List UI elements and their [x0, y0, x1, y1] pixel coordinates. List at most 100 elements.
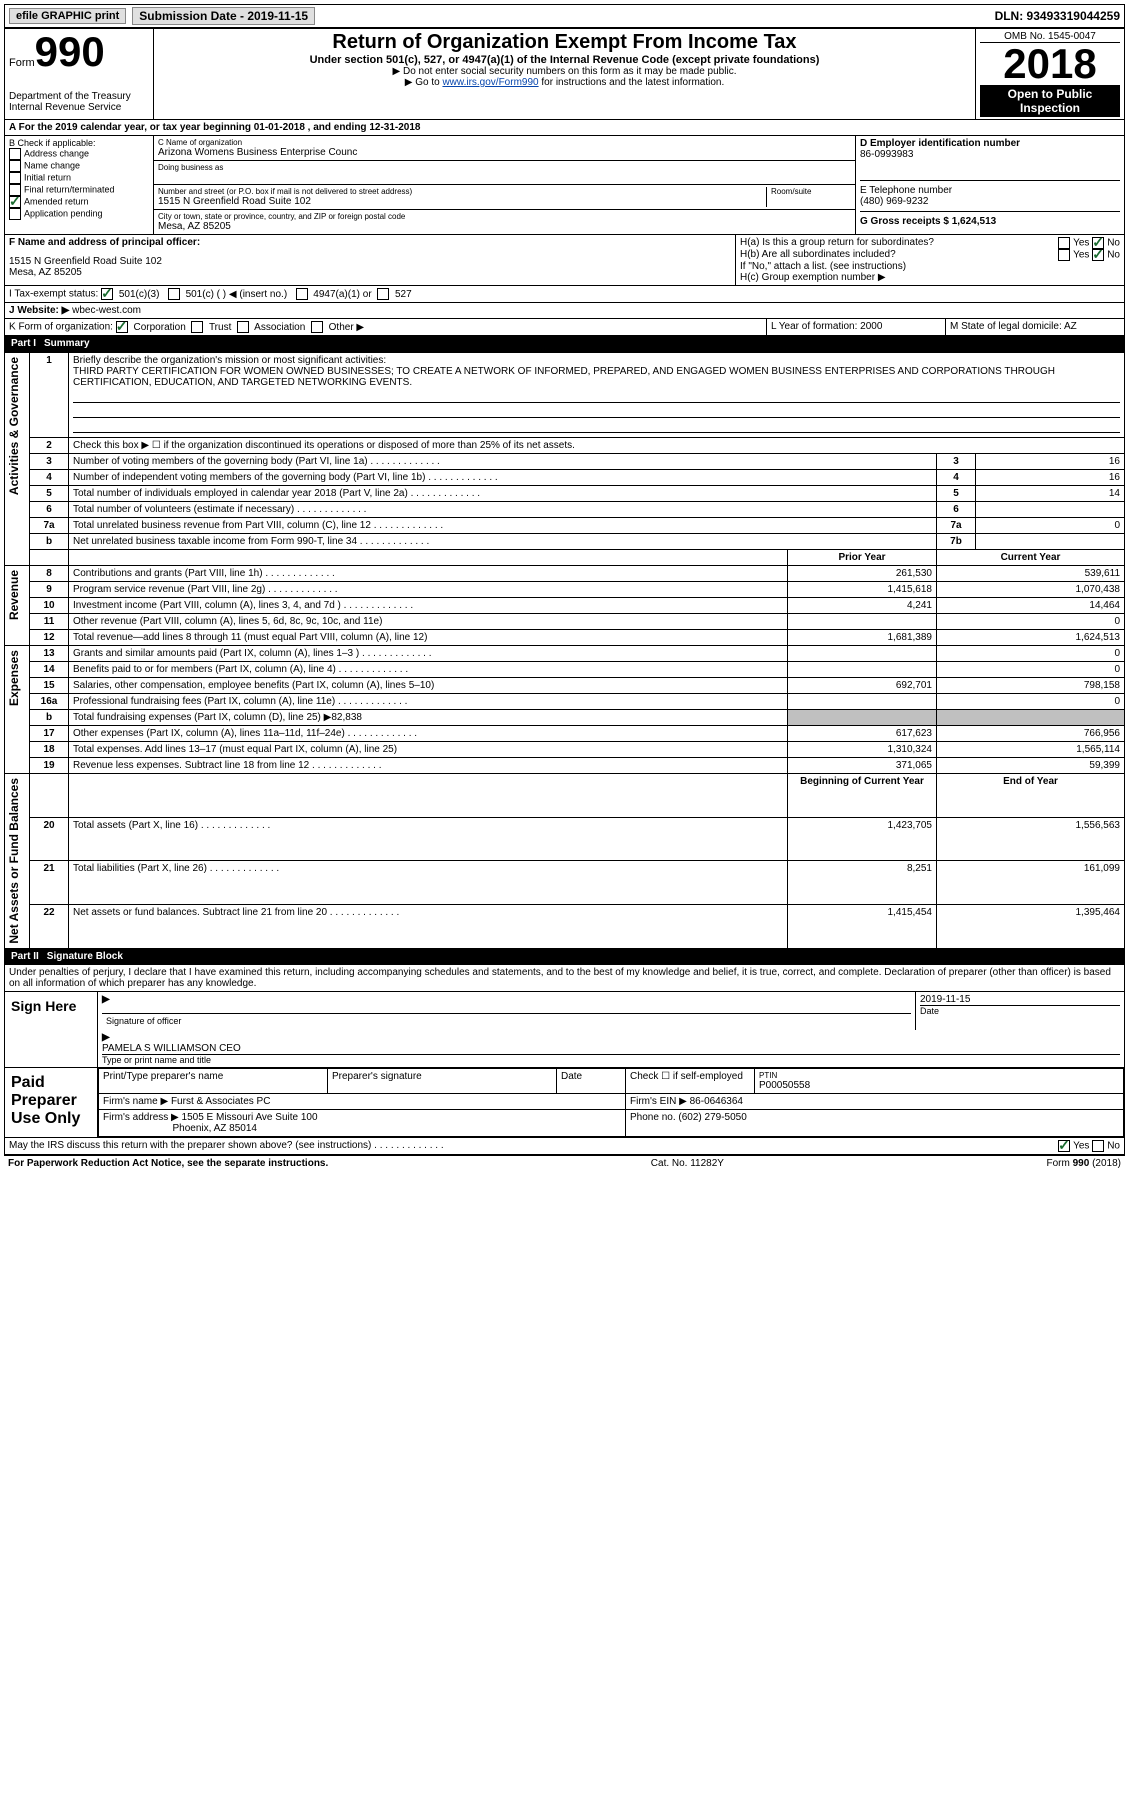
bcy-hdr: Beginning of Current Year — [800, 776, 924, 787]
ptin-label: PTIN — [759, 1071, 1119, 1080]
opt-4947[interactable]: 4947(a)(1) or — [296, 289, 372, 300]
note2-post: for instructions and the latest informat… — [539, 77, 725, 88]
opt-assoc[interactable]: Association — [237, 322, 305, 333]
l4: Number of independent voting members of … — [69, 470, 937, 486]
firm-name-label: Firm's name ▶ — [103, 1096, 168, 1107]
firm-addr1: 1505 E Missouri Ave Suite 100 — [182, 1112, 318, 1123]
officer-label: F Name and address of principal officer: — [9, 237, 731, 248]
form-title: Return of Organization Exempt From Incom… — [158, 31, 971, 54]
firm-addr2: Phoenix, AZ 85014 — [172, 1123, 257, 1134]
firm-ein-label: Firm's EIN ▶ — [630, 1096, 687, 1107]
l7a: Total unrelated business revenue from Pa… — [69, 518, 937, 534]
prior-year-hdr: Prior Year — [838, 552, 885, 563]
pt-date-label: Date — [557, 1068, 626, 1093]
l14: Benefits paid to or for members (Part IX… — [69, 662, 788, 678]
name-label: C Name of organization — [158, 138, 851, 147]
side-activities: Activities & Governance — [5, 353, 23, 499]
irs-label: Internal Revenue Service — [9, 102, 149, 113]
sig-name-label: Type or print name and title — [102, 1054, 1120, 1065]
irs-link[interactable]: www.irs.gov/Form990 — [442, 77, 538, 88]
check-final[interactable]: Final return/terminated — [9, 184, 149, 196]
pra-notice: For Paperwork Reduction Act Notice, see … — [8, 1158, 328, 1169]
l17: Other expenses (Part IX, column (A), lin… — [69, 726, 788, 742]
check-pending[interactable]: Application pending — [9, 208, 149, 220]
year-formation: L Year of formation: 2000 — [766, 319, 945, 335]
p10: 4,241 — [788, 598, 937, 614]
pt-check[interactable]: Check ☐ if self-employed — [626, 1068, 755, 1093]
l13: Grants and similar amounts paid (Part IX… — [69, 646, 788, 662]
state-domicile: M State of legal domicile: AZ — [945, 319, 1124, 335]
check-name[interactable]: Name change — [9, 160, 149, 172]
form-org-label: K Form of organization: — [9, 322, 113, 333]
form-number-block: Form990 — [9, 31, 149, 73]
tax-year: 2018 — [980, 43, 1120, 85]
form-header: Form990 Department of the Treasury Inter… — [4, 28, 1125, 120]
gross-receipts: G Gross receipts $ 1,624,513 — [860, 216, 996, 227]
p15: 692,701 — [788, 678, 937, 694]
sig-name: PAMELA S WILLIAMSON CEO — [102, 1043, 1120, 1054]
sig-date-val: 2019-11-15 — [920, 994, 1120, 1005]
current-year-hdr: Current Year — [1001, 552, 1061, 563]
opt-527[interactable]: 527 — [377, 289, 411, 300]
part2-num: Part II — [11, 951, 39, 962]
discuss-answer[interactable]: Yes No — [1058, 1140, 1120, 1152]
l3: Number of voting members of the governin… — [69, 454, 937, 470]
l22: Net assets or fund balances. Subtract li… — [69, 904, 788, 948]
phone: (602) 279-5050 — [678, 1112, 746, 1123]
check-amended[interactable]: Amended return — [9, 196, 149, 208]
l11: Other revenue (Part VIII, column (A), li… — [69, 614, 788, 630]
c14: 0 — [937, 662, 1125, 678]
row-klm: K Form of organization: Corporation Trus… — [4, 319, 1125, 336]
hc-label: H(c) Group exemption number ▶ — [740, 272, 1120, 283]
ecy-hdr: End of Year — [1003, 776, 1058, 787]
footer: For Paperwork Reduction Act Notice, see … — [4, 1155, 1125, 1171]
l20: Total assets (Part X, line 16) — [69, 817, 788, 861]
org-name: Arizona Womens Business Enterprise Counc — [158, 147, 851, 158]
row-f-h: F Name and address of principal officer:… — [4, 235, 1125, 286]
opt-other[interactable]: Other ▶ — [311, 322, 364, 333]
l19: Revenue less expenses. Subtract line 18 … — [69, 758, 788, 774]
check-initial[interactable]: Initial return — [9, 172, 149, 184]
city-label: City or town, state or province, country… — [158, 212, 851, 221]
p21: 8,251 — [788, 861, 937, 905]
hb-answer[interactable]: Yes No — [1058, 249, 1120, 261]
ha-answer[interactable]: Yes No — [1058, 237, 1120, 249]
col-b-head: B Check if applicable: — [9, 138, 149, 148]
officer-addr2: Mesa, AZ 85205 — [9, 267, 731, 278]
opt-trust[interactable]: Trust — [191, 322, 231, 333]
c10: 14,464 — [937, 598, 1125, 614]
open-inspection: Open to Public Inspection — [980, 85, 1120, 117]
c15: 798,158 — [937, 678, 1125, 694]
sign-here-label: Sign Here — [5, 992, 98, 1067]
l10: Investment income (Part VIII, column (A)… — [69, 598, 788, 614]
p22: 1,415,454 — [788, 904, 937, 948]
row-i: I Tax-exempt status: 501(c)(3) 501(c) ( … — [4, 286, 1125, 303]
check-address[interactable]: Address change — [9, 148, 149, 160]
ha-label: H(a) Is this a group return for subordin… — [740, 237, 934, 249]
opt-501c[interactable]: 501(c) ( ) ◀ (insert no.) — [168, 289, 287, 300]
p19: 371,065 — [788, 758, 937, 774]
p18: 1,310,324 — [788, 742, 937, 758]
dln: DLN: 93493319044259 — [995, 9, 1120, 23]
col-b-checkboxes: B Check if applicable: Address change Na… — [5, 136, 154, 234]
dba-label: Doing business as — [158, 163, 851, 172]
firm-addr-label: Firm's address ▶ — [103, 1112, 179, 1123]
l15: Salaries, other compensation, employee b… — [69, 678, 788, 694]
opt-corp[interactable]: Corporation — [116, 322, 186, 333]
tel-label: E Telephone number — [860, 185, 1120, 196]
opt-501c3[interactable]: 501(c)(3) — [101, 289, 159, 300]
l16b: Total fundraising expenses (Part IX, col… — [69, 710, 788, 726]
form-subtitle: Under section 501(c), 527, or 4947(a)(1)… — [158, 54, 971, 66]
l6: Total number of volunteers (estimate if … — [69, 502, 937, 518]
l21: Total liabilities (Part X, line 26) — [69, 861, 788, 905]
v7a: 0 — [976, 518, 1125, 534]
part2-header: Part II Signature Block — [4, 949, 1125, 965]
v3: 16 — [976, 454, 1125, 470]
form-990: 990 — [35, 28, 105, 75]
cat-no: Cat. No. 11282Y — [651, 1158, 724, 1169]
v5: 14 — [976, 486, 1125, 502]
l9: Program service revenue (Part VIII, line… — [69, 582, 788, 598]
part1-header: Part I Summary — [4, 336, 1125, 352]
paid-preparer-label: Paid Preparer Use Only — [5, 1068, 98, 1137]
c18: 1,565,114 — [937, 742, 1125, 758]
